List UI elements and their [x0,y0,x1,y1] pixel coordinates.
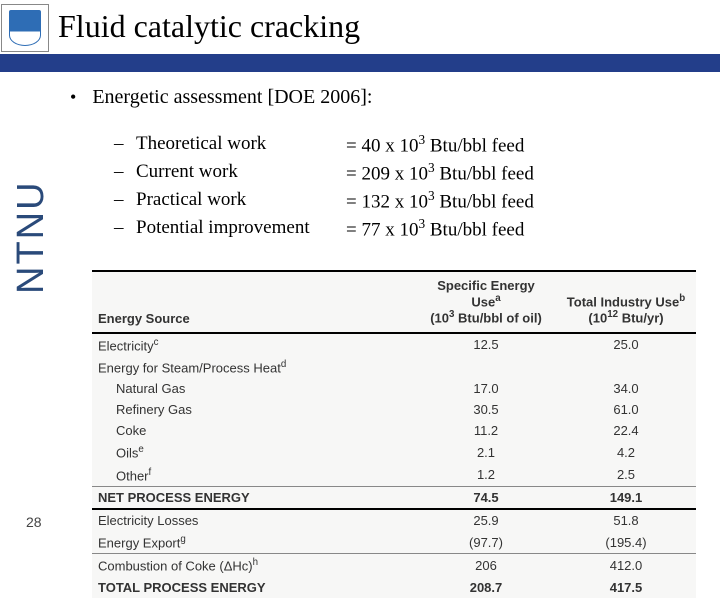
col-total-industry: Total Industry Useb(1012 Btu/yr) [556,272,696,333]
bullet-icon: • [70,87,76,108]
row-spec: 25.9 [416,509,556,531]
row-spec: 206 [416,554,556,577]
row-total [556,356,696,378]
row-total: 417.5 [556,577,696,598]
row-spec: 208.7 [416,577,556,598]
work-item-value: = 209 x 103 Btu/bbl feed [346,159,700,187]
row-total: 4.2 [556,441,696,463]
work-items-list: –Theoretical work= 40 x 103 Btu/bbl feed… [114,131,700,243]
table-row: Electricityc12.525.0 [92,333,696,356]
table-row: Natural Gas17.034.0 [92,378,696,399]
row-spec: 1.2 [416,464,556,487]
table-row: Refinery Gas30.561.0 [92,399,696,420]
work-item: –Practical work= 132 x 103 Btu/bbl feed [114,187,700,215]
dash-icon: – [114,215,136,243]
row-spec: 12.5 [416,333,556,356]
ufcg-logo [1,4,49,52]
row-spec: 74.5 [416,486,556,509]
work-item-label: Practical work [136,187,346,215]
table-row: Combustion of Coke (ΔHc)h206412.0 [92,554,696,577]
slide-title: Fluid catalytic cracking [58,8,360,45]
row-total: 412.0 [556,554,696,577]
row-spec: 2.1 [416,441,556,463]
row-label: Energy for Steam/Process Heatd [92,356,416,378]
row-spec: 30.5 [416,399,556,420]
table-row: NET PROCESS ENERGY74.5149.1 [92,486,696,509]
row-label: Combustion of Coke (ΔHc)h [92,554,416,577]
shield-icon [9,10,41,46]
row-label: NET PROCESS ENERGY [92,486,416,509]
row-label: Natural Gas [92,378,416,399]
row-label: Electricityc [92,333,416,356]
row-total: 2.5 [556,464,696,487]
row-label: Coke [92,420,416,441]
row-total: (195.4) [556,531,696,554]
table-row: TOTAL PROCESS ENERGY208.7417.5 [92,577,696,598]
title-underline-bar [0,54,720,72]
row-label: Oilse [92,441,416,463]
row-total: 149.1 [556,486,696,509]
left-sidebar: NTNU [0,0,50,540]
work-item-label: Current work [136,159,346,187]
row-total: 61.0 [556,399,696,420]
work-item-value: = 40 x 103 Btu/bbl feed [346,131,700,159]
work-item-label: Potential improvement [136,215,346,243]
work-item-label: Theoretical work [136,131,346,159]
row-label: Energy Exportg [92,531,416,554]
row-spec: 17.0 [416,378,556,399]
work-item-value: = 132 x 103 Btu/bbl feed [346,187,700,215]
row-spec: (97.7) [416,531,556,554]
row-total: 51.8 [556,509,696,531]
table-row: Energy for Steam/Process Heatd [92,356,696,378]
energy-table: Energy SourceSpecific Energy Usea(103 Bt… [92,270,696,598]
col-energy-source: Energy Source [92,272,416,333]
ntnu-label-wrap: NTNU [2,64,48,264]
work-item: –Potential improvement= 77 x 103 Btu/bbl… [114,215,700,243]
row-total: 25.0 [556,333,696,356]
ntnu-label: NTNU [10,180,53,294]
row-spec: 11.2 [416,420,556,441]
page-number: 28 [26,514,42,530]
main-bullet: • Energetic assessment [DOE 2006]: [70,86,700,109]
row-total: 34.0 [556,378,696,399]
table-row: Otherf1.22.5 [92,464,696,487]
work-item: –Theoretical work= 40 x 103 Btu/bbl feed [114,131,700,159]
row-total: 22.4 [556,420,696,441]
dash-icon: – [114,159,136,187]
row-label: Refinery Gas [92,399,416,420]
dash-icon: – [114,187,136,215]
main-bullet-text: Energetic assessment [DOE 2006]: [92,86,372,109]
table-row: Energy Exportg(97.7)(195.4) [92,531,696,554]
col-specific-energy: Specific Energy Usea(103 Btu/bbl of oil) [416,272,556,333]
row-label: Electricity Losses [92,509,416,531]
content-area: • Energetic assessment [DOE 2006]: –Theo… [70,86,700,243]
work-item: –Current work= 209 x 103 Btu/bbl feed [114,159,700,187]
table-row: Electricity Losses25.951.8 [92,509,696,531]
work-item-value: = 77 x 103 Btu/bbl feed [346,215,700,243]
row-spec [416,356,556,378]
table-row: Coke11.222.4 [92,420,696,441]
dash-icon: – [114,131,136,159]
row-label: TOTAL PROCESS ENERGY [92,577,416,598]
row-label: Otherf [92,464,416,487]
table-row: Oilse2.14.2 [92,441,696,463]
